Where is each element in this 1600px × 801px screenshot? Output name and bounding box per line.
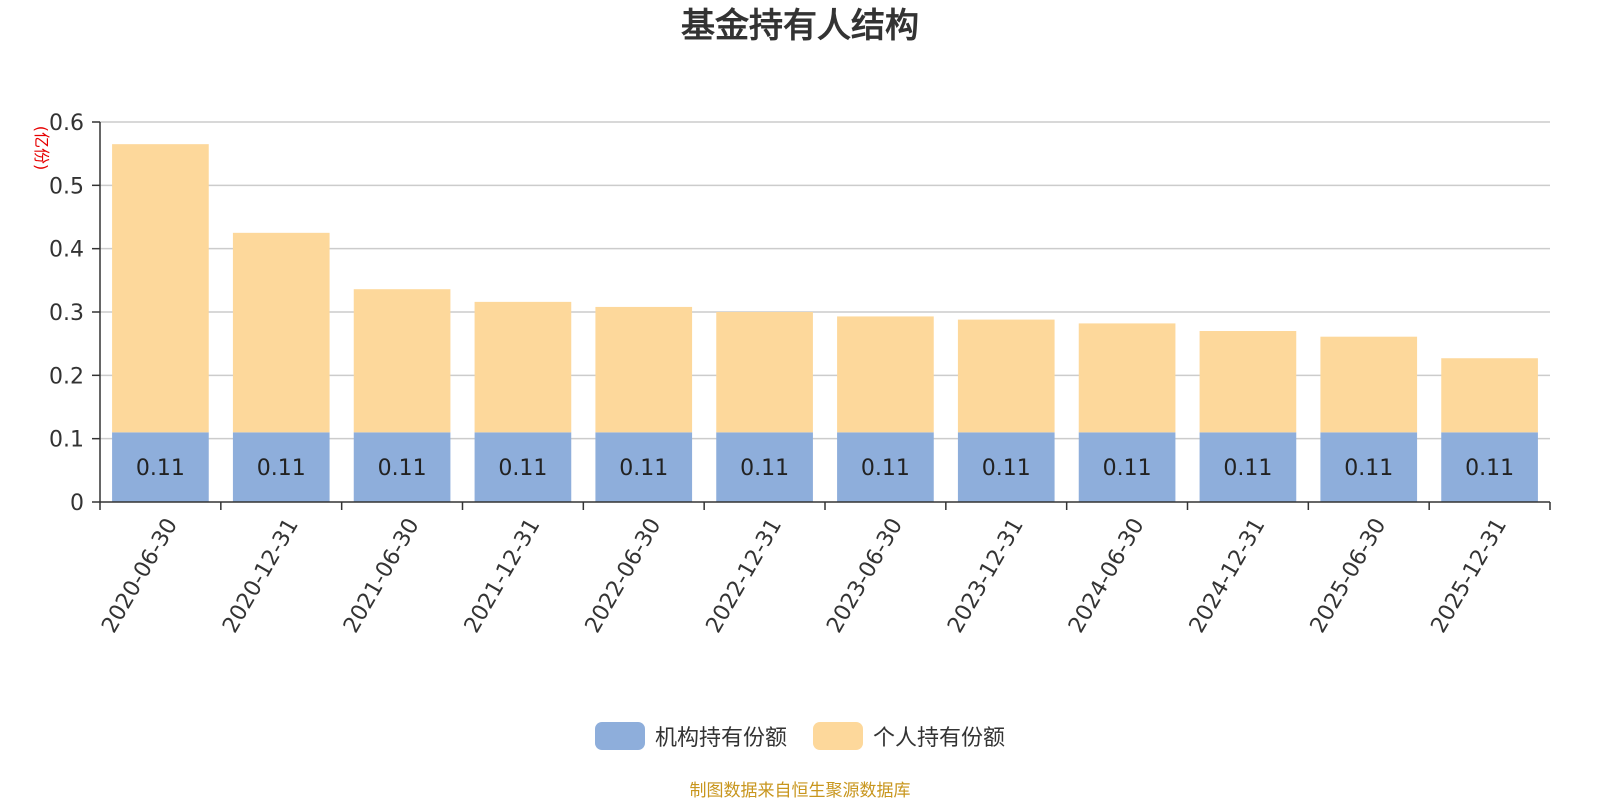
legend-item-institutional[interactable]: 机构持有份额 (594, 720, 787, 752)
chart-title: 基金持有人结构 (681, 6, 919, 46)
y-tick-label: 0 (70, 491, 84, 516)
y-tick-label: 0.5 (49, 174, 84, 199)
source-note: 制图数据来自恒生聚源数据库 (689, 781, 911, 801)
x-tick-label: 2024-12-31 (1185, 514, 1271, 637)
bar-institutional[interactable] (474, 432, 572, 502)
bar-value-label: 0.11 (861, 456, 910, 481)
bar-individual[interactable] (112, 144, 209, 433)
bar-individual[interactable] (1441, 358, 1538, 433)
y-tick-label: 0.6 (49, 111, 84, 136)
legend-swatch-institutional (594, 722, 645, 750)
x-tick-label: 2024-06-30 (1064, 514, 1150, 637)
bar-institutional[interactable] (112, 432, 209, 502)
bar-institutional[interactable] (1078, 432, 1176, 502)
bar-value-label: 0.11 (619, 456, 668, 481)
x-tick-label: 2022-12-31 (702, 514, 788, 637)
bar-institutional[interactable] (1441, 432, 1538, 502)
legend-label-institutional: 机构持有份额 (654, 726, 787, 751)
bar-individual[interactable] (595, 306, 693, 433)
bar-value-label: 0.11 (1103, 456, 1152, 481)
y-tick-label: 0.3 (49, 301, 84, 326)
x-tick-label: 2025-06-30 (1306, 514, 1392, 637)
bar-institutional[interactable] (353, 432, 451, 502)
y-tick-label: 0.1 (49, 428, 84, 453)
x-tick-label: 2025-12-31 (1427, 514, 1513, 637)
bar-institutional[interactable] (716, 432, 813, 502)
bar-individual[interactable] (1078, 323, 1176, 433)
bar-individual[interactable] (1320, 336, 1418, 433)
bar-value-label: 0.11 (257, 456, 306, 481)
y-tick-label: 0.2 (49, 364, 84, 389)
bar-institutional[interactable] (1320, 432, 1418, 502)
x-tick-label: 2020-12-31 (218, 514, 304, 637)
bar-individual[interactable] (957, 319, 1055, 433)
legend-swatch-individual (813, 722, 863, 750)
bar-individual[interactable] (474, 301, 572, 433)
bar-institutional[interactable] (957, 432, 1055, 502)
x-tick-label: 2021-06-30 (339, 514, 425, 637)
y-axis-unit-label: (亿份) (32, 126, 51, 171)
bar-institutional[interactable] (1199, 432, 1297, 502)
bar-institutional[interactable] (837, 432, 934, 502)
x-tick-label: 2023-12-31 (943, 514, 1029, 637)
y-tick-label: 0.4 (49, 238, 84, 263)
bar-individual[interactable] (232, 232, 330, 433)
bar-value-label: 0.11 (498, 456, 547, 481)
bar-value-label: 0.11 (982, 456, 1031, 481)
bar-value-label: 0.11 (1344, 456, 1393, 481)
x-tick-label: 2022-06-30 (581, 514, 667, 637)
bar-institutional[interactable] (595, 432, 693, 502)
x-tick-label: 2023-06-30 (822, 514, 908, 637)
legend-label-individual: 个人持有份额 (873, 726, 1006, 751)
bar-institutional[interactable] (232, 432, 330, 502)
bar-value-label: 0.11 (136, 456, 185, 481)
legend-item-individual[interactable]: 个人持有份额 (813, 720, 1005, 752)
bar-individual[interactable] (837, 316, 934, 433)
bar-value-label: 0.11 (378, 456, 427, 481)
bar-individual[interactable] (1199, 331, 1297, 433)
bar-individual[interactable] (716, 312, 813, 433)
x-tick-label: 2020-06-30 (97, 514, 183, 637)
bar-individual[interactable] (353, 289, 451, 433)
legend: 机构持有份额 个人持有份额 (0, 720, 1600, 752)
bar-value-label: 0.11 (1223, 456, 1272, 481)
x-tick-label: 2021-12-31 (460, 514, 546, 637)
bar-value-label: 0.11 (1465, 456, 1514, 481)
bar-value-label: 0.11 (740, 456, 789, 481)
